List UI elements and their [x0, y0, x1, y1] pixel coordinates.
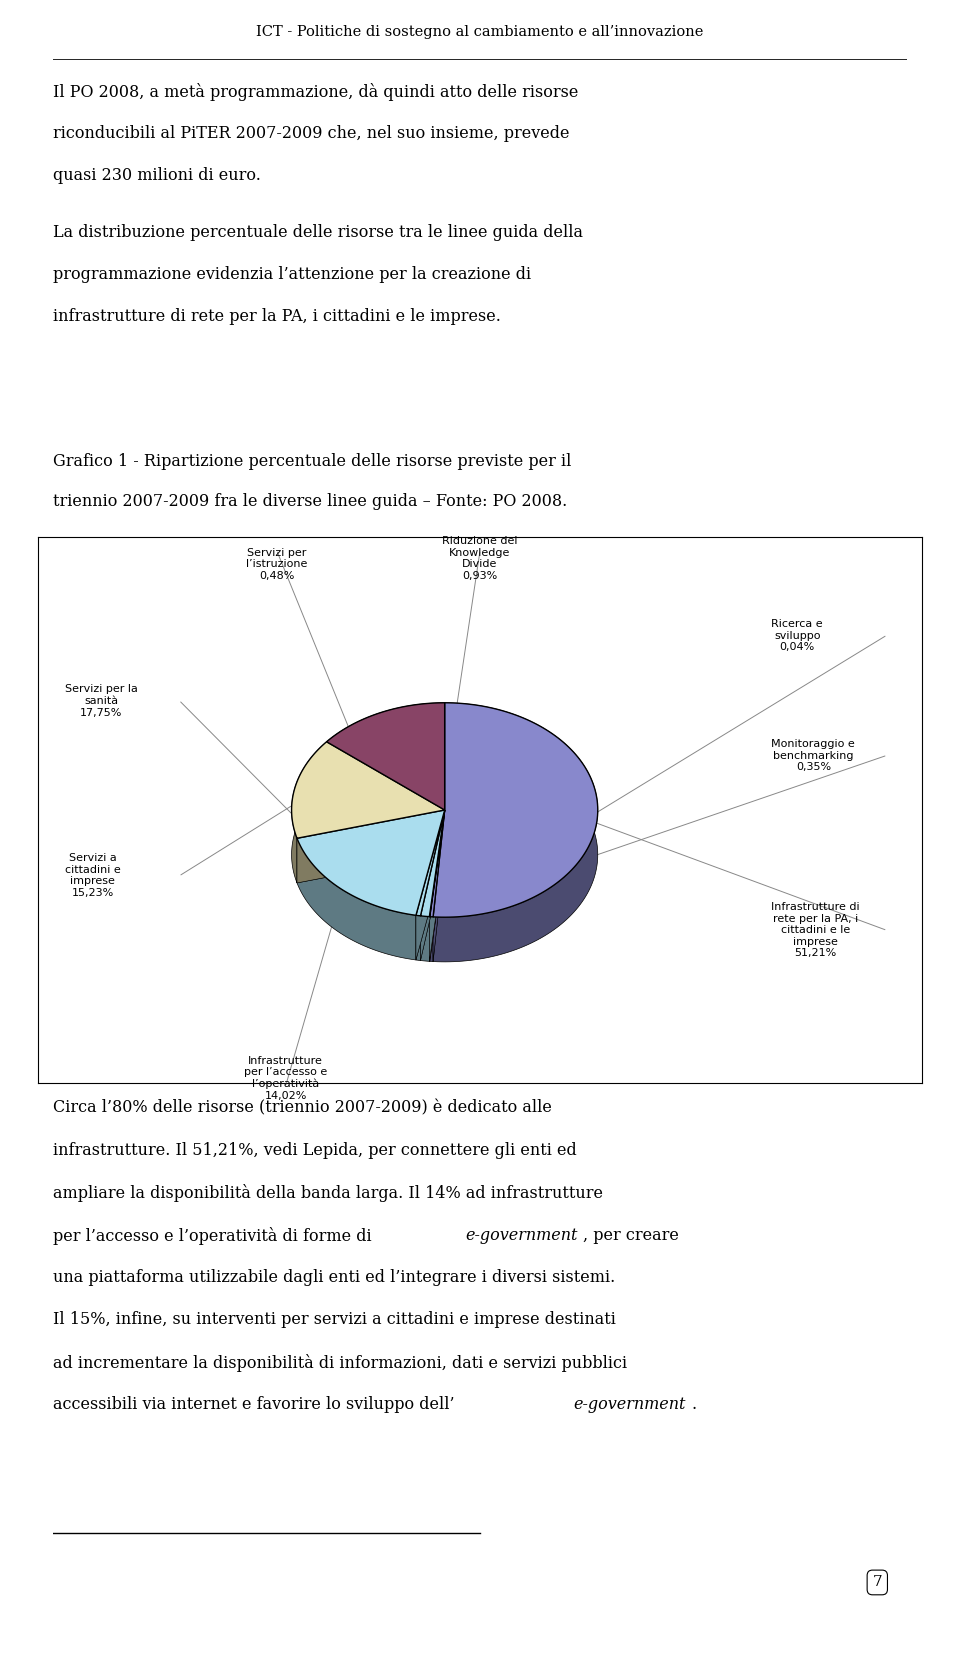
Polygon shape — [297, 809, 444, 883]
Text: Monitoraggio e
benchmarking
0,35%: Monitoraggio e benchmarking 0,35% — [772, 739, 855, 772]
Text: infrastrutture di rete per la PA, i cittadini e le imprese.: infrastrutture di rete per la PA, i citt… — [53, 307, 501, 324]
Text: e-government: e-government — [466, 1227, 578, 1244]
Polygon shape — [297, 809, 444, 915]
Polygon shape — [326, 704, 444, 809]
Polygon shape — [416, 809, 444, 960]
Text: infrastrutture. Il 51,21%, vedi Lepida, per connettere gli enti ed: infrastrutture. Il 51,21%, vedi Lepida, … — [53, 1142, 577, 1159]
Text: e-government: e-government — [573, 1397, 686, 1414]
Polygon shape — [292, 742, 444, 838]
Text: , per creare: , per creare — [584, 1227, 680, 1244]
Text: programmazione evidenzia l’attenzione per la creazione di: programmazione evidenzia l’attenzione pe… — [53, 265, 531, 282]
Polygon shape — [433, 704, 598, 917]
Polygon shape — [416, 809, 444, 915]
Text: ad incrementare la disponibilità di informazioni, dati e servizi pubblici: ad incrementare la disponibilità di info… — [53, 1353, 627, 1372]
Polygon shape — [430, 917, 433, 962]
Text: Circa l’80% delle risorse (triennio 2007-2009) è dedicato alle: Circa l’80% delle risorse (triennio 2007… — [53, 1100, 552, 1117]
Text: Riduzione del
Knowledge
Divide
0,93%: Riduzione del Knowledge Divide 0,93% — [443, 536, 517, 581]
Polygon shape — [430, 809, 444, 962]
Polygon shape — [326, 742, 444, 855]
Text: Infrastrutture
per l’accesso e
l’operatività
14,02%: Infrastrutture per l’accesso e l’operati… — [244, 1056, 327, 1101]
Text: ampliare la disponibilità della banda larga. Il 14% ad infrastrutture: ampliare la disponibilità della banda la… — [53, 1184, 603, 1202]
Polygon shape — [429, 809, 444, 962]
Text: riconducibili al PiTER 2007-2009 che, nel suo insieme, prevede: riconducibili al PiTER 2007-2009 che, ne… — [53, 126, 569, 143]
Polygon shape — [433, 809, 444, 962]
Polygon shape — [326, 742, 444, 855]
Polygon shape — [429, 809, 444, 917]
Polygon shape — [297, 809, 444, 883]
Polygon shape — [429, 809, 444, 962]
Text: una piattaforma utilizzabile dagli enti ed l’integrare i diversi sistemi.: una piattaforma utilizzabile dagli enti … — [53, 1269, 615, 1286]
Polygon shape — [420, 809, 444, 960]
Text: Servizi a
cittadini e
imprese
15,23%: Servizi a cittadini e imprese 15,23% — [65, 853, 121, 898]
Text: .: . — [691, 1397, 697, 1414]
Text: Ricerca e
sviluppo
0,04%: Ricerca e sviluppo 0,04% — [772, 620, 823, 651]
Text: Grafico 1 - Ripartizione percentuale delle risorse previste per il: Grafico 1 - Ripartizione percentuale del… — [53, 453, 571, 470]
Text: per l’accesso e l’operatività di forme di: per l’accesso e l’operatività di forme d… — [53, 1227, 376, 1244]
Polygon shape — [297, 838, 416, 960]
Text: La distribuzione percentuale delle risorse tra le linee guida della: La distribuzione percentuale delle risor… — [53, 223, 583, 240]
Text: 7: 7 — [873, 1575, 882, 1590]
Polygon shape — [292, 742, 326, 883]
Polygon shape — [416, 915, 420, 960]
Polygon shape — [420, 915, 429, 962]
Text: Il 15%, infine, su interventi per servizi a cittadini e imprese destinati: Il 15%, infine, su interventi per serviz… — [53, 1311, 615, 1328]
Text: Servizi per la
sanità
17,75%: Servizi per la sanità 17,75% — [65, 685, 138, 717]
Polygon shape — [430, 809, 444, 917]
Polygon shape — [416, 809, 444, 960]
Text: Servizi per
l’istruzione
0,48%: Servizi per l’istruzione 0,48% — [246, 547, 307, 581]
Text: Il PO 2008, a metà programmazione, dà quindi atto delle risorse: Il PO 2008, a metà programmazione, dà qu… — [53, 82, 578, 101]
Text: Infrastrutture di
rete per la PA, i
cittadini e le
imprese
51,21%: Infrastrutture di rete per la PA, i citt… — [772, 902, 860, 959]
Polygon shape — [433, 809, 444, 962]
Text: accessibili via internet e favorire lo sviluppo dell’: accessibili via internet e favorire lo s… — [53, 1397, 454, 1414]
Text: ICT - Politiche di sostegno al cambiamento e all’innovazione: ICT - Politiche di sostegno al cambiamen… — [256, 25, 704, 39]
Text: quasi 230 milioni di euro.: quasi 230 milioni di euro. — [53, 166, 261, 185]
Polygon shape — [326, 704, 444, 786]
Polygon shape — [420, 809, 444, 960]
Polygon shape — [433, 704, 598, 962]
Polygon shape — [420, 809, 444, 917]
Text: triennio 2007-2009 fra le diverse linee guida – Fonte: PO 2008.: triennio 2007-2009 fra le diverse linee … — [53, 492, 567, 510]
Polygon shape — [430, 809, 444, 962]
